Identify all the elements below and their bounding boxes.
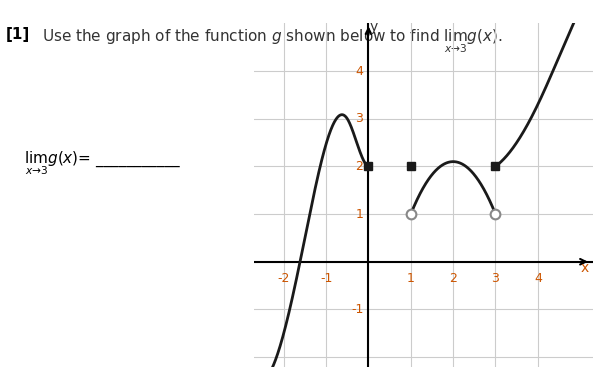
Text: 2: 2 xyxy=(449,272,457,285)
Text: 1: 1 xyxy=(407,272,415,285)
Text: 4: 4 xyxy=(534,272,542,285)
Text: -1: -1 xyxy=(351,303,364,316)
Text: [1]: [1] xyxy=(6,27,30,42)
Text: y: y xyxy=(370,20,378,34)
Text: -1: -1 xyxy=(320,272,332,285)
Text: 3: 3 xyxy=(491,272,500,285)
Text: 3: 3 xyxy=(356,112,364,125)
Text: 1: 1 xyxy=(356,207,364,221)
Text: x: x xyxy=(580,261,589,275)
Text: 2: 2 xyxy=(356,160,364,173)
Text: $\lim_{x \to 3} g(x) = $ ___________: $\lim_{x \to 3} g(x) = $ ___________ xyxy=(24,150,182,177)
Text: -2: -2 xyxy=(278,272,290,285)
Text: 4: 4 xyxy=(356,65,364,78)
Text: Use the graph of the function $g$ shown below to find $\lim_{x \to 3} g(x)$.: Use the graph of the function $g$ shown … xyxy=(42,27,503,55)
